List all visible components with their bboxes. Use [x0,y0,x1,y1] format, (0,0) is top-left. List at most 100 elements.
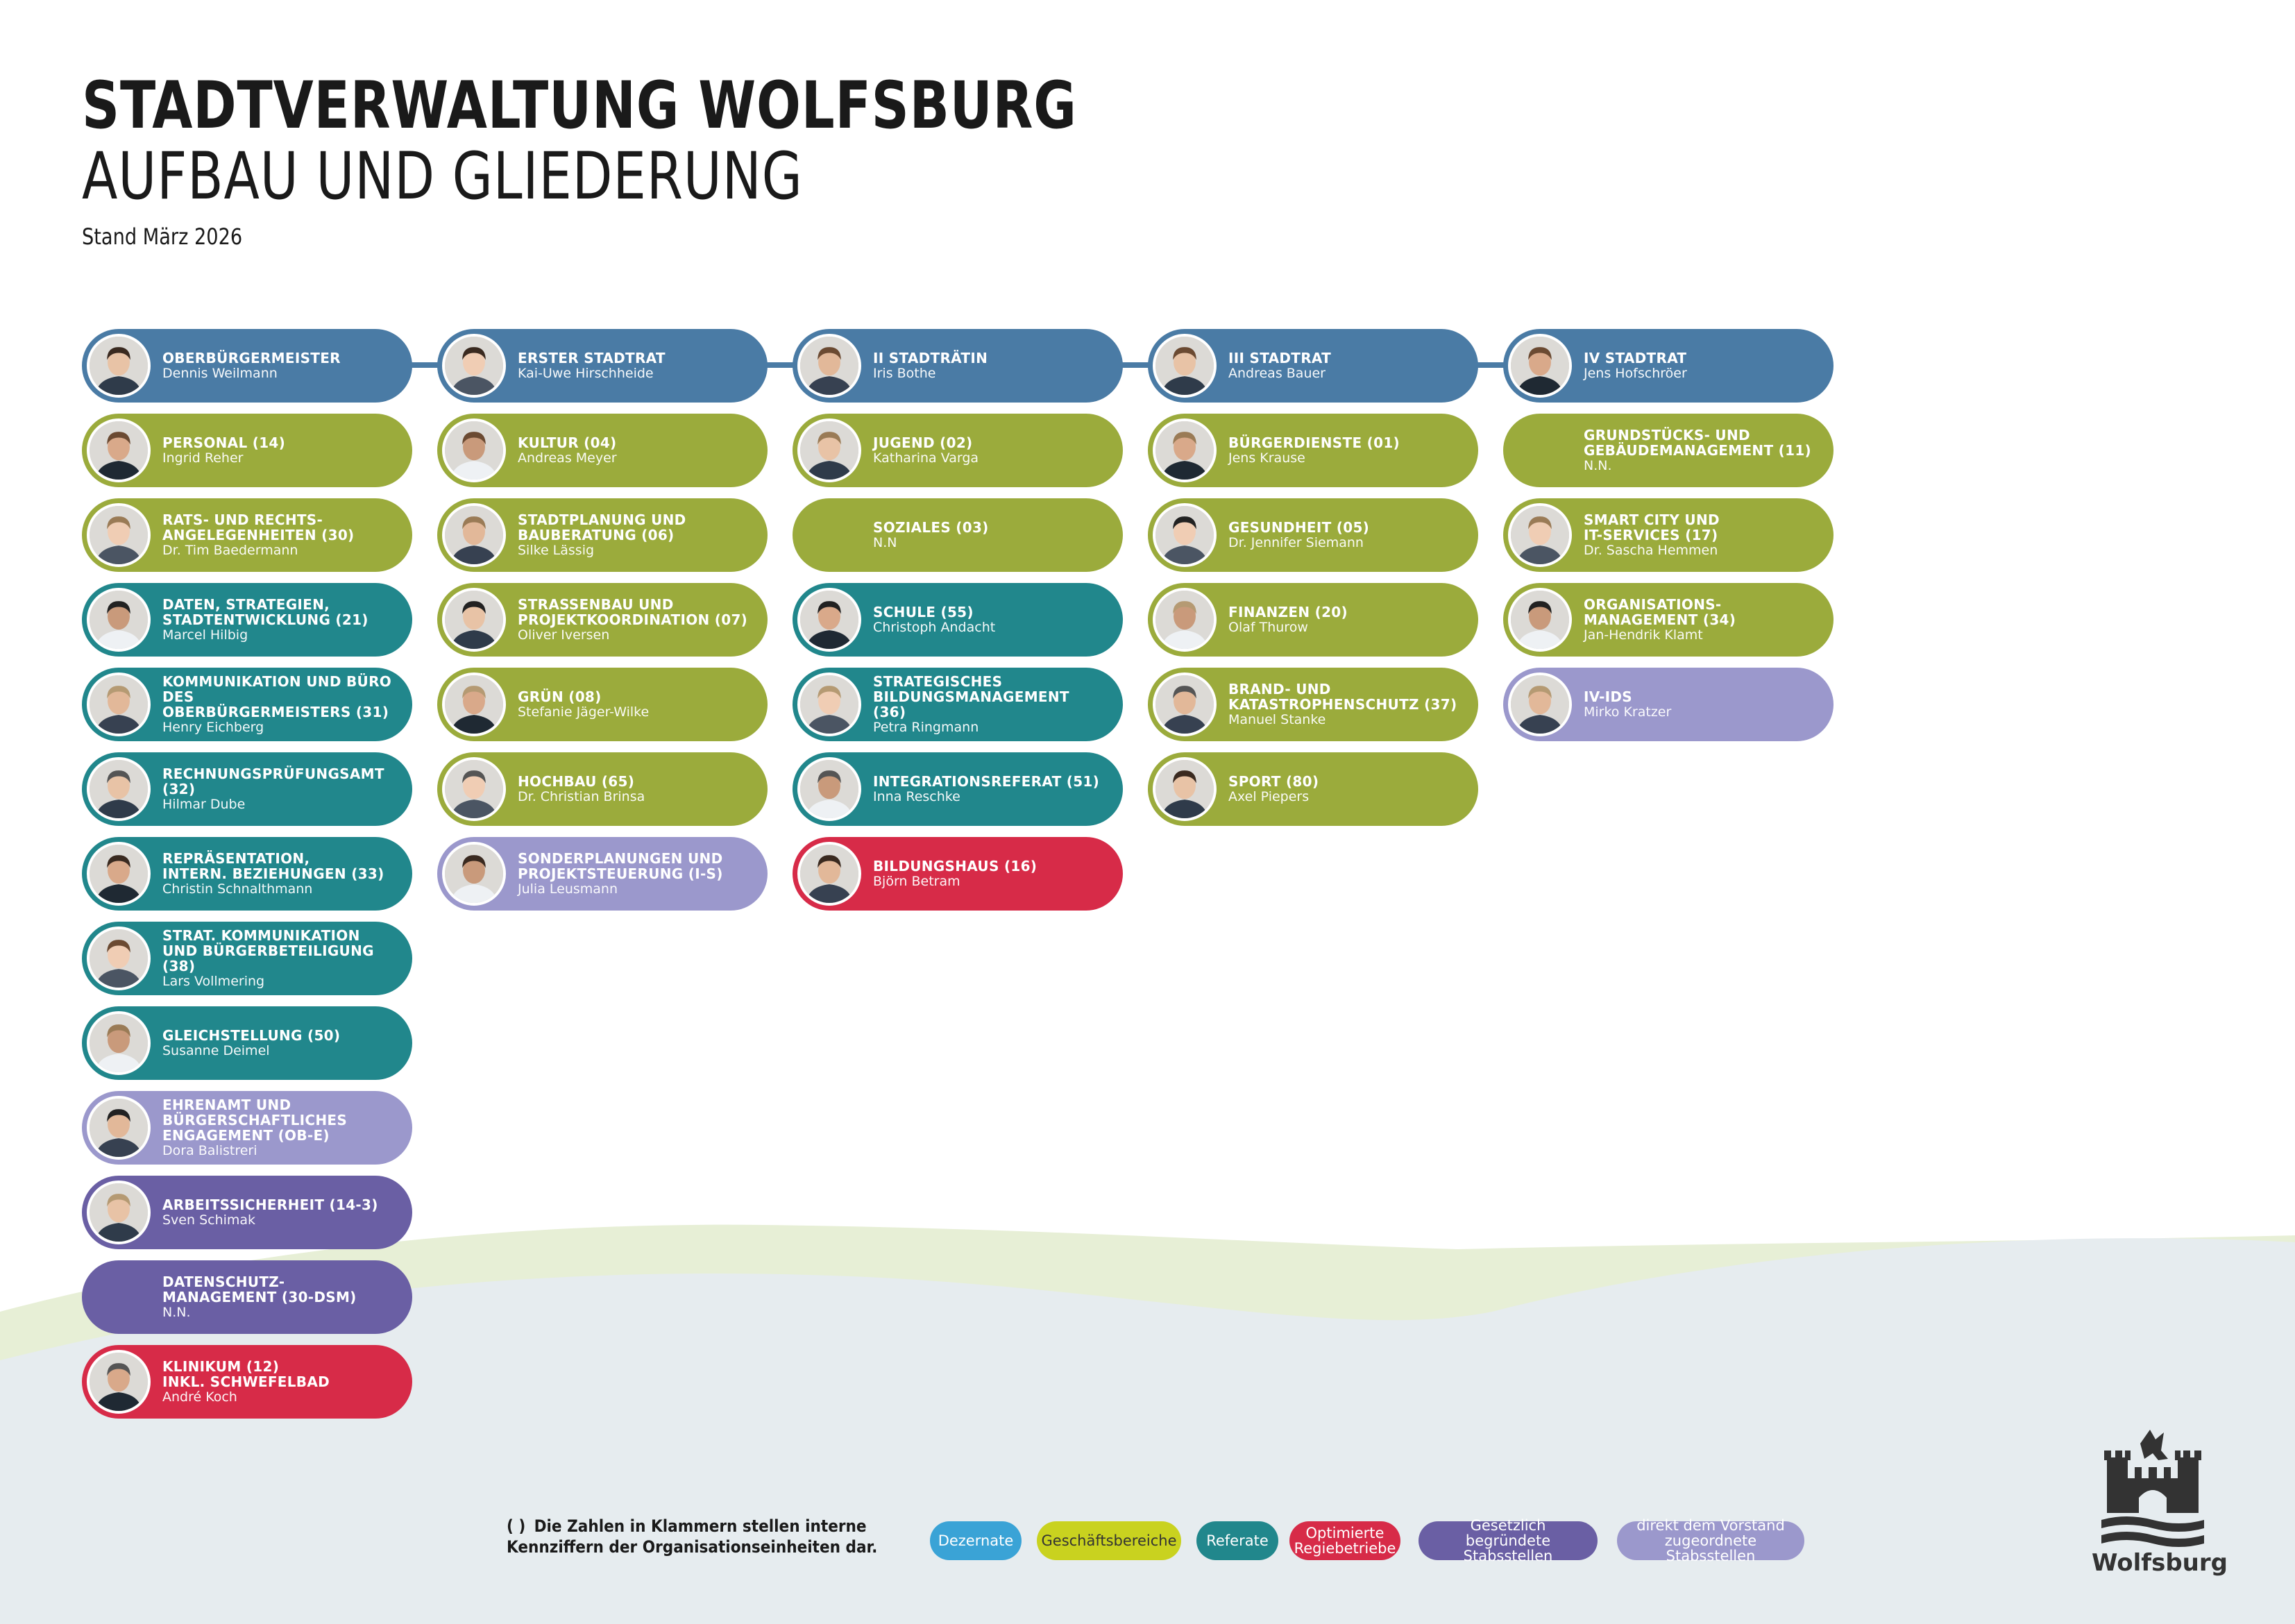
org-unit-text: STRASSENBAU UND PROJEKTKOORDINATION (07)… [518,597,751,643]
dezernat-connector [765,362,799,368]
org-unit-arbeitssicherheit-14-3: ARBEITSSICHERHEIT (14-3) Sven Schimak [82,1176,412,1249]
org-unit-title: IV-IDS [1584,688,1633,705]
org-unit-title: SONDERPLANUNGEN UND PROJEKTSTEUERUNG (I-… [518,850,723,882]
avatar [87,673,151,736]
avatar [87,1181,151,1244]
org-unit-text: IV-IDS Mirko Kratzer [1584,689,1817,720]
org-unit-text: GLEICHSTELLUNG (50) Susanne Deimel [162,1028,396,1058]
org-unit-datenschutz-management-30-dsm: DATENSCHUTZ- MANAGEMENT (30-DSM) N.N. [82,1260,412,1334]
avatar [1153,334,1217,398]
org-unit-person: Stefanie Jäger-Wilke [518,704,650,720]
org-unit-sport-80: SPORT (80) Axel Piepers [1148,752,1478,826]
legend-item-referate: Referate [1196,1521,1278,1560]
org-unit-title: STADTPLANUNG UND BAUBERATUNG (06) [518,511,686,543]
org-unit-bildungshaus-16: BILDUNGSHAUS (16) Björn Betram [793,837,1123,911]
page-subtitle: AUFBAU UND GLIEDERUNG [82,139,803,214]
org-unit-text: STRAT. KOMMUNIKATION UND BÜRGERBETEILIGU… [162,928,396,989]
avatar [87,588,151,652]
org-unit-person: Dr. Jennifer Siemann [1228,535,1364,550]
org-unit-text: KLINIKUM (12) INKL. SCHWEFELBAD André Koc… [162,1359,396,1405]
avatar [87,757,151,821]
org-unit-text: DATENSCHUTZ- MANAGEMENT (30-DSM) N.N. [162,1274,396,1320]
avatar [87,1096,151,1160]
org-unit-person: Julia Leusmann [518,881,618,897]
avatar [442,673,506,736]
org-unit-title: KOMMUNIKATION UND BÜRO DES OBERBÜRGERMEI… [162,673,392,720]
org-unit-text: GESUNDHEIT (05) Dr. Jennifer Siemann [1228,520,1462,550]
org-unit-title: INTEGRATIONSREFERAT (51) [873,773,1100,790]
avatar [1153,673,1217,736]
org-unit-person: Dr. Tim Baedermann [162,543,298,558]
avatar [442,503,506,567]
org-unit-person: Jens Krause [1228,450,1305,466]
org-unit-text: PERSONAL (14) Ingrid Reher [162,435,396,466]
org-unit-person: Axel Piepers [1228,789,1310,804]
dezernat-connector [409,362,444,368]
avatar [442,334,506,398]
org-unit-daten-strategien-stadtentwicklung-21: DATEN, STRATEGIEN, STADTENTWICKLUNG (21)… [82,583,412,657]
org-unit-person: Mirko Kratzer [1584,704,1672,720]
avatar [797,588,861,652]
legend-item-gesetzlich-begründete-stabsstellen: Gesetzlich begründete Stabsstellen [1419,1518,1598,1564]
org-unit-text: STADTPLANUNG UND BAUBERATUNG (06) Silke L… [518,512,751,558]
org-unit-person: N.N. [162,1305,191,1320]
dezernat-oberbürgermeister: OBERBÜRGERMEISTER Dennis Weilmann [82,329,412,403]
avatar [1508,673,1572,736]
org-unit-text: DATEN, STRATEGIEN, STADTENTWICKLUNG (21)… [162,597,396,643]
org-unit-title: STRASSENBAU UND PROJEKTKOORDINATION (07) [518,596,748,628]
org-unit-title: ERSTER STADTRAT [518,350,666,366]
avatar [1153,418,1217,482]
org-unit-person: Christoph Andacht [873,620,996,635]
org-unit-person: Inna Reschke [873,789,960,804]
org-unit-title: DATEN, STRATEGIEN, STADTENTWICKLUNG (21) [162,596,369,628]
stand-date: Stand März 2026 [82,223,243,250]
org-unit-gesundheit-05: GESUNDHEIT (05) Dr. Jennifer Siemann [1148,498,1478,572]
org-unit-text: SMART CITY UND IT-SERVICES (17) Dr. Sasch… [1584,512,1817,558]
dezernat-connector [1120,362,1155,368]
avatar [797,842,861,906]
org-unit-text: ORGANISATIONS- MANAGEMENT (34) Jan-Hendri… [1584,597,1817,643]
org-unit-person: Manuel Stanke [1228,712,1326,727]
avatar [442,757,506,821]
avatar [87,334,151,398]
avatar [797,673,861,736]
org-unit-text: STRATEGISCHES BILDUNGSMANAGEMENT (36) Pet… [873,674,1106,735]
org-unit-soziales-03: SOZIALES (03) N.N [793,498,1123,572]
wolfsburg-castle-icon [2101,1430,2204,1547]
org-unit-person: Katharina Varga [873,450,979,466]
org-unit-text: SCHULE (55) Christoph Andacht [873,604,1106,635]
legend-note-line2: Kennziffern der Organisationseinheiten d… [507,1537,878,1557]
legend-note: ( ) Die Zahlen in Klammern stellen intern… [507,1516,877,1557]
org-unit-person: Dr. Sascha Hemmen [1584,543,1718,558]
org-unit-title: IV STADTRAT [1584,350,1687,366]
org-unit-text: III STADTRAT Andreas Bauer [1228,350,1462,381]
org-unit-rats-und-rechts-angelegenheiten-30: RATS- UND RECHTS- ANGELEGENHEITEN (30) Dr… [82,498,412,572]
org-unit-person: Dr. Christian Brinsa [518,789,645,804]
org-unit-person: Andreas Bauer [1228,366,1326,381]
org-unit-text: SONDERPLANUNGEN UND PROJEKTSTEUERUNG (I-… [518,851,751,897]
org-unit-schule-55: SCHULE (55) Christoph Andacht [793,583,1123,657]
org-unit-text: HOCHBAU (65) Dr. Christian Brinsa [518,774,751,804]
legend-item-dezernate: Dezernate [930,1521,1022,1560]
org-unit-person: Dennis Weilmann [162,366,278,381]
org-unit-title: SCHULE (55) [873,604,974,620]
org-unit-person: Hilmar Dube [162,797,246,812]
avatar [1508,503,1572,567]
org-unit-title: KULTUR (04) [518,434,617,451]
org-unit-text: BÜRGERDIENSTE (01) Jens Krause [1228,435,1462,466]
org-unit-person: Henry Eichberg [162,720,264,735]
org-unit-text: SOZIALES (03) N.N [873,520,1106,550]
org-unit-person: Susanne Deimel [162,1043,270,1058]
org-unit-title: STRATEGISCHES BILDUNGSMANAGEMENT (36) [873,673,1069,720]
dezernat-connector [1475,362,1510,368]
org-unit-title: RECHNUNGSPRÜFUNGSAMT (32) [162,766,384,797]
avatar [1508,334,1572,398]
org-unit-person: Olaf Thurow [1228,620,1308,635]
org-unit-text: EHRENAMT UND BÜRGERSCHAFTLICHES ENGAGEME… [162,1097,396,1158]
org-unit-person: Christin Schnalthmann [162,881,313,897]
org-unit-person: Jan-Hendrik Klamt [1584,627,1703,643]
org-unit-title: ARBEITSSICHERHEIT (14-3) [162,1196,378,1213]
org-unit-person: Björn Betram [873,874,960,889]
org-unit-title: REPRÄSENTATION, INTERN. BEZIEHUNGEN (33) [162,850,384,882]
org-unit-text: GRUNDSTÜCKS- UND GEBÄUDEMANAGEMENT (11) N… [1584,428,1817,473]
